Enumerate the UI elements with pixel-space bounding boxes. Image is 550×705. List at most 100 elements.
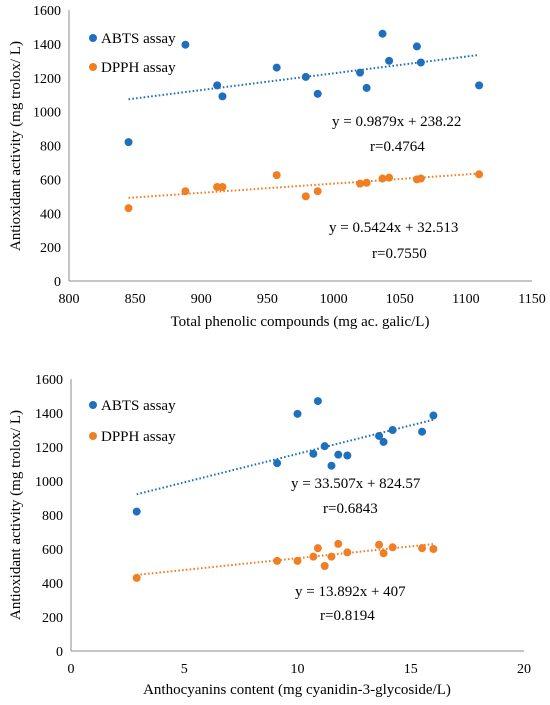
chart-1-x-tick-1100: 1100	[452, 292, 479, 307]
chart-2-abts-point	[273, 459, 282, 468]
chart-2-legend-label-abts: ABTS assay	[101, 398, 176, 414]
chart-1-legend-marker-abts	[89, 34, 97, 42]
chart-1-y-tick-1000: 1000	[33, 106, 61, 121]
chart-1-abts-point	[272, 63, 281, 72]
chart-1-dpph-point	[356, 179, 365, 188]
chart-1-abts-point	[416, 58, 425, 67]
chart-1-abts-point	[412, 42, 421, 51]
chart-2-dpph-point	[313, 544, 322, 553]
chart-1-abts-point	[378, 29, 387, 38]
chart-1-dpph-point	[301, 192, 310, 201]
chart-1-y-axis-title: Antioxidant activity (mg trolox/ L)	[8, 41, 24, 251]
chart-2-dpph-point	[293, 556, 302, 565]
chart-1-legend-label-dpph: DPPH assay	[101, 60, 176, 76]
chart-2-y-tick-800: 800	[42, 509, 63, 524]
chart-1-y-tick-1600: 1600	[33, 4, 61, 19]
chart-2-x-tick-0: 0	[68, 662, 75, 677]
chart-2-abts-point	[418, 427, 427, 436]
chart-2-legend-label-dpph: DPPH assay	[101, 429, 176, 445]
chart-2-x-tick-20: 20	[517, 662, 531, 677]
chart-1-y-tick-labels: 0 200 400 600 800 1000 1200 1400 1600	[33, 4, 61, 290]
chart-1-y-tick-800: 800	[40, 140, 61, 155]
chart-2-dpph-equation: y = 13.892x + 407	[295, 584, 406, 600]
chart-2-dpph-point	[379, 549, 388, 558]
chart-1-y-tick-600: 600	[40, 173, 61, 188]
chart-2-abts-r: r=0.6843	[323, 501, 378, 517]
chart-2-x-tick-15: 15	[404, 662, 418, 677]
chart-2-points	[132, 397, 438, 582]
chart-1-abts-point	[218, 92, 227, 101]
chart-2-y-tick-1000: 1000	[35, 475, 63, 490]
chart-1-abts-point	[313, 89, 322, 98]
chart-1-y-tick-200: 200	[40, 241, 61, 256]
chart-2-dpph-point	[418, 544, 427, 553]
chart-1-x-tick-labels: 800 850 900 950 1000 1050 1100 1150	[59, 292, 546, 307]
chart-1-abts-point	[181, 40, 190, 49]
chart-1-dpph-point	[385, 173, 394, 182]
chart-2-dpph-point	[429, 545, 438, 553]
chart-1-abts-point	[124, 138, 133, 147]
chart-2-abts-trendline	[136, 418, 434, 496]
chart-1-dpph-point	[124, 204, 133, 213]
chart-1-abts-point	[356, 68, 365, 77]
chart-2-abts-point	[313, 397, 322, 406]
chart-1-dpph-point	[181, 187, 190, 196]
chart-2-dpph-point	[320, 562, 329, 570]
chart-2-abts-point	[388, 426, 397, 434]
chart-1-abts-equation: y = 0.9879x + 238.22	[332, 114, 461, 130]
chart-2-abts-point	[343, 451, 352, 460]
chart-2-abts-equation: y = 33.507x + 824.57	[291, 476, 421, 492]
chart-1-abts-point	[213, 81, 222, 90]
chart-1-legend: ABTS assay DPPH assay	[89, 31, 176, 76]
chart-2-abts-point	[327, 461, 336, 470]
chart-1-y-tick-1400: 1400	[33, 38, 61, 53]
chart-2-legend: ABTS assay DPPH assay	[89, 398, 176, 445]
chart-2-y-tick-400: 400	[42, 577, 63, 592]
chart-1-legend-label-abts: ABTS assay	[101, 31, 176, 47]
chart-1-dpph-point	[475, 170, 484, 179]
chart-2-dpph-point	[334, 539, 343, 548]
chart-2-y-tick-200: 200	[42, 611, 63, 626]
chart-2-y-tick-labels: 0 200 400 600 800 1000 1200 1400 1600	[35, 373, 63, 660]
chart-2-y-tick-600: 600	[42, 543, 63, 558]
chart-2-abts-point	[334, 450, 343, 459]
chart-2-legend-marker-dpph	[89, 432, 97, 440]
chart-1-x-tick-800: 800	[59, 292, 80, 307]
chart-2-y-tick-1400: 1400	[35, 407, 63, 422]
chart-1-dpph-point	[362, 178, 371, 187]
chart-2-y-tick-0: 0	[56, 645, 63, 660]
chart-2-x-tick-5: 5	[181, 662, 188, 677]
chart-1-y-tick-1200: 1200	[33, 72, 61, 87]
chart-2-dpph-point	[327, 552, 336, 561]
chart-1-x-tick-1150: 1150	[518, 292, 545, 307]
chart-2-dpph-point	[375, 540, 384, 549]
chart-1-dpph-point	[313, 187, 322, 196]
chart-2-dpph-point	[309, 552, 318, 561]
chart-1-x-axis-title: Total phenolic compounds (mg ac. galic/L…	[171, 314, 430, 330]
chart-2-abts-point	[320, 442, 329, 451]
chart-1-x-tick-950: 950	[257, 292, 278, 307]
chart-2-x-tick-10: 10	[291, 662, 305, 677]
chart-1-dpph-point	[272, 171, 281, 180]
chart-1-dpph-point	[378, 174, 387, 183]
chart-2-dpph-point	[343, 548, 352, 557]
chart-1-dpph-point	[218, 182, 227, 191]
chart-1-x-tick-900: 900	[191, 292, 212, 307]
chart-1-y-tick-400: 400	[40, 207, 61, 222]
chart-2-dpph-trendline	[136, 543, 434, 576]
chart-1-dpph-equation: y = 0.5424x + 32.513	[329, 220, 458, 236]
chart-2-y-tick-1200: 1200	[35, 441, 63, 456]
chart-1-dpph-point	[416, 174, 425, 183]
chart-1-y-tick-0: 0	[54, 275, 61, 290]
chart-2-trendlines	[136, 418, 434, 576]
chart-1: 0 200 400 600 800 1000 1200 1400 1600 800 850 900 9…	[8, 4, 546, 330]
chart-1-abts-point	[362, 83, 371, 92]
chart-1-dpph-r: r=0.7550	[372, 246, 427, 262]
chart-2-dpph-point	[273, 556, 282, 565]
chart-2-legend-marker-abts	[89, 401, 97, 409]
chart-1-x-tick-1000: 1000	[320, 292, 348, 307]
chart-1-abts-point	[385, 56, 394, 65]
chart-2-y-axis-title: Antioxidant activity (mg trolox/ L)	[8, 410, 24, 620]
chart-1-abts-point	[301, 72, 310, 81]
